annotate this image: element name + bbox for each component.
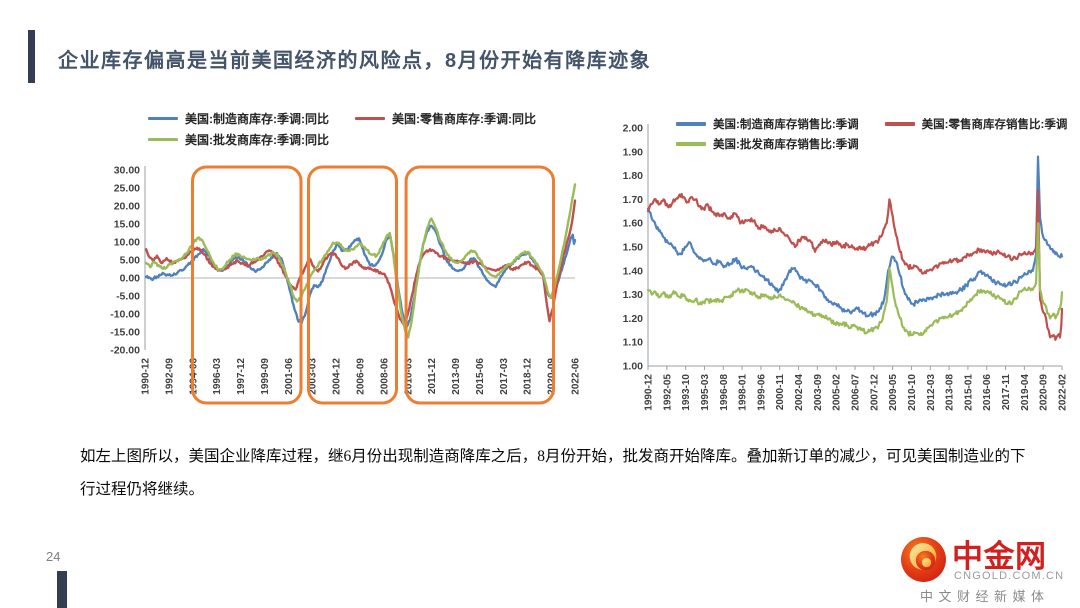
svg-text:2010-03: 2010-03 (403, 358, 414, 395)
svg-text:-10.00: -10.00 (110, 309, 140, 321)
svg-text:15.00: 15.00 (114, 219, 140, 231)
svg-text:2001-06: 2001-06 (284, 358, 295, 395)
page-title: 企业库存偏高是当前美国经济的风险点，8月份开始有降库迹象 (58, 50, 652, 72)
svg-text:-15.00: -15.00 (110, 327, 140, 339)
svg-text:1992-09: 1992-09 (164, 358, 175, 395)
svg-text:2007-12: 2007-12 (869, 374, 880, 411)
svg-text:-20.00: -20.00 (110, 345, 140, 357)
logo-tagline: 中文财经新媒体 (920, 589, 1050, 604)
legend-item-manufacturer-ratio: 美国:制造商库存销售比:季调 (676, 116, 859, 132)
legend-item-manufacturer-inventory: 美国:制造商库存:季调:同比 (148, 110, 329, 127)
inventory-yoy-line-chart: 30.00 25.00 20.00 15.00 10.00 5.00 0.00 -5.00 -1… (110, 165, 582, 405)
legend-row: 美国:批发商库存:季调:同比 (148, 131, 536, 148)
page-number: 24 (46, 549, 61, 564)
red-line-swatch (884, 122, 915, 126)
svg-text:1.30: 1.30 (623, 289, 644, 301)
svg-text:2006-07: 2006-07 (851, 374, 862, 411)
svg-text:30.00: 30.00 (114, 165, 140, 177)
left-chart-legend: 美国:制造商库存:季调:同比 美国:零售商库存:季调:同比 美国:批发商库存:季… (148, 110, 536, 148)
svg-text:2019-04: 2019-04 (1020, 374, 1031, 411)
svg-text:2013-08: 2013-08 (945, 374, 956, 411)
green-line-swatch (676, 142, 706, 146)
legend-label: 美国:零售商库存销售比:季调 (921, 119, 1068, 131)
svg-text:2017-03: 2017-03 (499, 358, 510, 395)
svg-text:1996-03: 1996-03 (212, 358, 223, 395)
svg-text:2000-11: 2000-11 (775, 374, 786, 411)
svg-text:1998-01: 1998-01 (738, 374, 749, 411)
svg-text:1.90: 1.90 (623, 146, 644, 158)
svg-text:1995-03: 1995-03 (700, 374, 711, 411)
legend-item-retailer-ratio: 美国:零售商库存销售比:季调 (884, 116, 1068, 132)
svg-text:10.00: 10.00 (114, 237, 140, 249)
legend-label: 美国:批发商库存销售比:季调 (713, 139, 859, 151)
svg-text:-5.00: -5.00 (116, 291, 140, 303)
svg-text:1999-06: 1999-06 (756, 374, 767, 411)
svg-text:1997-12: 1997-12 (236, 358, 247, 395)
svg-text:2.00: 2.00 (623, 123, 644, 135)
svg-text:1.80: 1.80 (623, 170, 644, 182)
title-accent-bar (28, 30, 35, 83)
svg-text:2005-02: 2005-02 (832, 374, 843, 411)
svg-text:2020-09: 2020-09 (1039, 374, 1050, 411)
svg-text:2003-03: 2003-03 (308, 358, 319, 395)
commentary-text: 如左上图所以，美国企业降库过程，继6月份出现制造商降库之后，8月份开始，批发商开… (80, 448, 1026, 498)
svg-text:2016-06: 2016-06 (982, 374, 993, 411)
legend-row: 美国:制造商库存:季调:同比 美国:零售商库存:季调:同比 (148, 110, 536, 127)
legend-row: 美国:批发商库存销售比:季调 (676, 136, 1067, 152)
legend-item-wholesaler-inventory: 美国:批发商库存:季调:同比 (148, 131, 329, 148)
svg-text:1999-09: 1999-09 (260, 358, 271, 395)
svg-text:1990-12: 1990-12 (644, 374, 655, 411)
svg-text:1.70: 1.70 (623, 194, 644, 206)
svg-text:0.00: 0.00 (120, 273, 141, 285)
svg-text:2015-01: 2015-01 (963, 374, 974, 411)
svg-text:2022-02: 2022-02 (1058, 374, 1069, 411)
svg-text:20.00: 20.00 (114, 201, 140, 213)
svg-text:2010-10: 2010-10 (907, 374, 918, 411)
legend-label: 美国:零售商库存:季调:同比 (392, 112, 536, 126)
svg-text:2008-06: 2008-06 (379, 358, 390, 395)
red-line-swatch (355, 116, 385, 121)
svg-text:25.00: 25.00 (114, 183, 140, 195)
svg-text:2009-05: 2009-05 (888, 374, 899, 411)
svg-text:1.60: 1.60 (623, 218, 644, 230)
green-line-swatch (148, 137, 178, 142)
svg-text:1993-10: 1993-10 (681, 374, 692, 411)
svg-text:2015-06: 2015-06 (475, 358, 486, 395)
blue-line-swatch (148, 116, 178, 121)
legend-item-retailer-inventory: 美国:零售商库存:季调:同比 (355, 110, 536, 127)
legend-label: 美国:制造商库存:季调:同比 (185, 112, 329, 126)
svg-text:1.40: 1.40 (623, 265, 644, 277)
logo-brand-name: 中金网 (952, 539, 1047, 574)
svg-text:2013-09: 2013-09 (451, 358, 462, 395)
footer-accent-bar (57, 571, 67, 608)
svg-text:5.00: 5.00 (120, 255, 141, 267)
svg-text:1992-05: 1992-05 (662, 374, 673, 411)
svg-text:1.20: 1.20 (623, 313, 644, 325)
inventory-sales-ratio-line-chart: 2.00 1.90 1.80 1.70 1.60 1.50 1.40 1.30 1.20 1.10… (623, 123, 1069, 411)
svg-text:2006-09: 2006-09 (356, 358, 367, 395)
svg-text:2012-03: 2012-03 (926, 374, 937, 411)
blue-line-swatch (676, 122, 706, 126)
svg-text:2022-06: 2022-06 (571, 358, 582, 395)
svg-text:1.00: 1.00 (623, 361, 644, 373)
svg-text:2003-09: 2003-09 (813, 374, 824, 411)
svg-text:1996-08: 1996-08 (719, 374, 730, 411)
right-chart-legend: 美国:制造商库存销售比:季调 美国:零售商库存销售比:季调 美国:批发商库存销售… (676, 116, 1067, 152)
legend-label: 美国:批发商库存:季调:同比 (185, 133, 329, 147)
cngold-logo-icon (901, 537, 946, 582)
svg-text:1.50: 1.50 (623, 242, 644, 254)
legend-label: 美国:制造商库存销售比:季调 (713, 119, 859, 131)
svg-text:2011-12: 2011-12 (427, 358, 438, 395)
svg-text:1.10: 1.10 (623, 337, 644, 349)
svg-text:1990-12: 1990-12 (141, 358, 152, 395)
footer-logo: 中金网 CNGOLD.COM.CN 中文财经新媒体 (898, 533, 1068, 604)
svg-text:2004-12: 2004-12 (332, 358, 343, 395)
logo-domain-text: CNGOLD.COM.CN (954, 570, 1065, 582)
svg-text:2002-04: 2002-04 (794, 374, 805, 411)
legend-item-wholesaler-ratio: 美国:批发商库存销售比:季调 (676, 136, 859, 152)
legend-row: 美国:制造商库存销售比:季调 美国:零售商库存销售比:季调 (676, 116, 1067, 132)
svg-text:2017-11: 2017-11 (1001, 374, 1012, 411)
svg-text:2018-12: 2018-12 (523, 358, 534, 395)
